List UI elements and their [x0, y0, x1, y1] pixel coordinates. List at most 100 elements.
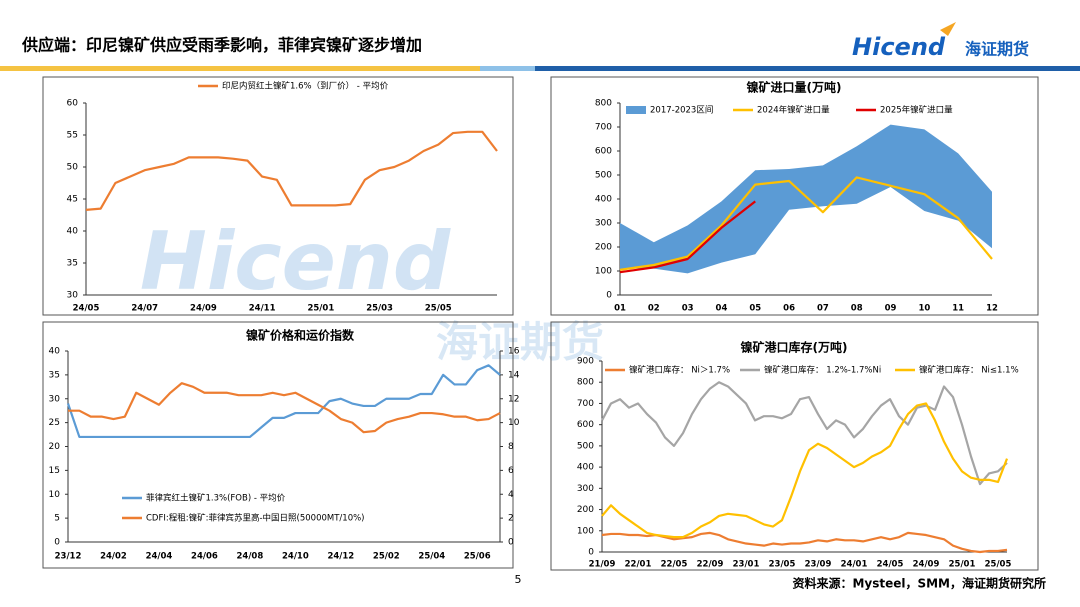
x-tick-label: 24/06	[191, 552, 218, 562]
y-tick-label: 10	[49, 490, 61, 500]
x-tick-label: 09	[885, 304, 897, 314]
x-tick-label: 23/01	[733, 560, 760, 570]
x-tick-label: 04	[716, 304, 728, 314]
y2-tick-label: 12	[508, 394, 519, 404]
x-tick-label: 22/01	[625, 560, 652, 570]
y-tick-label: 500	[595, 171, 612, 181]
x-tick-label: 25/01	[949, 560, 976, 570]
x-tick-label: 24/09	[913, 560, 940, 570]
x-tick-label: 24/05	[73, 304, 100, 314]
y-tick-label: 300	[577, 484, 594, 494]
x-tick-label: 03	[682, 304, 694, 314]
x-tick-label: 24/05	[877, 560, 904, 570]
header-bar	[0, 66, 480, 71]
x-tick-label: 01	[614, 304, 626, 314]
y-tick-label: 25	[49, 418, 60, 428]
y-tick-label: 800	[577, 378, 594, 388]
x-tick-label: 25/04	[418, 552, 445, 562]
x-tick-label: 25/06	[464, 552, 491, 562]
x-tick-label: 25/02	[373, 552, 400, 562]
slide-title: 供应端：印尼镍矿供应受雨季影响，菲律宾镍矿逐步增加	[21, 36, 422, 55]
series-line	[619, 200, 756, 274]
y-tick-label: 50	[67, 163, 79, 173]
y-tick-label: 20	[49, 442, 61, 452]
y-tick-label: 100	[577, 526, 594, 536]
x-tick-label: 06	[783, 304, 795, 314]
x-tick-label: 10	[918, 304, 930, 314]
page-number: 5	[515, 573, 522, 586]
series-line	[85, 130, 498, 211]
y2-tick-label: 14	[508, 370, 520, 380]
y-tick-label: 0	[606, 291, 612, 301]
y-tick-label: 200	[595, 243, 612, 253]
y-tick-label: 60	[67, 99, 79, 109]
x-tick-label: 25/05	[425, 304, 452, 314]
y2-tick-label: 2	[508, 514, 514, 524]
x-tick-label: 22/05	[661, 560, 688, 570]
y-tick-label: 0	[588, 548, 594, 558]
chart-frame	[42, 321, 514, 569]
chart-frame	[550, 76, 1039, 316]
legend-label: 菲律宾红土镍矿1.3%(FOB) - 平均价	[146, 493, 286, 504]
legend-label: 镍矿港口库存： Ni≤1.1%	[919, 365, 1019, 376]
range-area	[620, 124, 992, 274]
chart-title: 镍矿价格和运价指数	[246, 328, 355, 343]
series-line	[601, 402, 1009, 539]
x-tick-label: 12	[986, 304, 998, 314]
chart-title: 镍矿港口库存(万吨)	[741, 340, 848, 355]
y2-tick-label: 6	[508, 466, 514, 476]
y-tick-label: 600	[577, 420, 594, 430]
y-tick-label: 400	[577, 463, 594, 473]
x-tick-label: 21/09	[589, 560, 616, 570]
y-tick-label: 30	[49, 394, 61, 404]
x-tick-label: 24/01	[841, 560, 868, 570]
x-tick-label: 24/11	[249, 304, 276, 314]
x-tick-label: 24/10	[282, 552, 309, 562]
x-tick-label: 22/09	[697, 560, 724, 570]
y-tick-label: 55	[67, 131, 78, 141]
y-tick-label: 700	[595, 123, 612, 133]
legend-label: 2024年镍矿进口量	[757, 105, 830, 116]
x-tick-label: 08	[851, 304, 863, 314]
x-tick-label: 05	[749, 304, 761, 314]
x-tick-label: 25/01	[307, 304, 334, 314]
watermark-name: 海证期货	[436, 318, 604, 367]
y-tick-label: 35	[67, 259, 78, 269]
x-tick-label: 24/02	[100, 552, 127, 562]
y-tick-label: 800	[595, 99, 612, 109]
y-tick-label: 200	[577, 505, 594, 515]
series-line	[601, 381, 1008, 486]
y-tick-label: 30	[67, 291, 79, 301]
header-bar	[535, 66, 1080, 71]
series-line	[66, 364, 501, 439]
y-tick-label: 35	[49, 370, 60, 380]
x-tick-label: 24/08	[237, 552, 264, 562]
x-tick-label: 02	[648, 304, 660, 314]
y-tick-label: 700	[577, 399, 594, 409]
y-tick-label: 40	[67, 227, 79, 237]
y-tick-label: 0	[54, 538, 60, 548]
y-tick-label: 500	[577, 441, 594, 451]
logo-brand: Hicend	[852, 33, 946, 61]
legend-label: 印尼内贸红土镍矿1.6%（到厂价） - 平均价	[222, 81, 389, 92]
x-tick-label: 24/07	[131, 304, 158, 314]
x-tick-label: 24/09	[190, 304, 217, 314]
x-tick-label: 23/05	[769, 560, 796, 570]
y2-tick-label: 10	[508, 418, 520, 428]
x-tick-label: 23/12	[55, 552, 82, 562]
logo-name: 海证期货	[965, 40, 1029, 59]
x-tick-label: 23/09	[805, 560, 832, 570]
x-tick-label: 24/12	[327, 552, 354, 562]
y2-tick-label: 8	[508, 442, 514, 452]
watermark-brand: Hicend	[140, 215, 451, 308]
y-tick-label: 15	[49, 466, 60, 476]
chart-frame	[550, 321, 1039, 571]
y2-tick-label: 4	[508, 490, 514, 500]
legend-label: 镍矿港口库存： Ni＞1.7%	[629, 365, 730, 376]
y-tick-label: 45	[67, 195, 78, 205]
legend-label: 镍矿港口库存： 1.2%-1.7%Ni	[764, 365, 881, 376]
series-line	[601, 531, 1008, 554]
x-tick-label: 25/05	[985, 560, 1012, 570]
y-tick-label: 40	[49, 347, 61, 357]
